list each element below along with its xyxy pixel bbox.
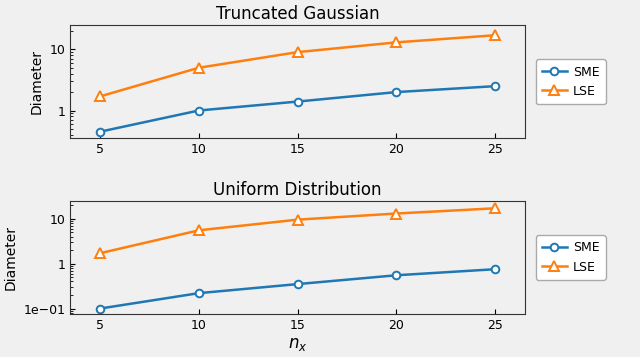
LSE — [492, 206, 499, 210]
SME — [195, 291, 203, 295]
Y-axis label: Diameter: Diameter — [30, 49, 44, 114]
LSE — [195, 228, 203, 232]
Y-axis label: Diameter: Diameter — [4, 225, 18, 290]
Line: LSE: LSE — [95, 31, 500, 101]
LSE — [294, 50, 301, 54]
SME — [492, 84, 499, 88]
Title: Truncated Gaussian: Truncated Gaussian — [216, 5, 380, 24]
Legend: SME, LSE: SME, LSE — [536, 235, 606, 280]
Legend: SME, LSE: SME, LSE — [536, 59, 606, 104]
SME — [392, 273, 400, 277]
Title: Uniform Distribution: Uniform Distribution — [213, 181, 382, 199]
Line: LSE: LSE — [95, 204, 500, 258]
X-axis label: $n_x$: $n_x$ — [288, 335, 307, 353]
LSE — [195, 66, 203, 70]
SME — [392, 90, 400, 94]
LSE — [392, 40, 400, 45]
LSE — [96, 251, 104, 255]
LSE — [392, 211, 400, 216]
LSE — [492, 33, 499, 37]
LSE — [294, 217, 301, 222]
Line: SME: SME — [96, 265, 499, 312]
SME — [294, 282, 301, 286]
SME — [96, 306, 104, 311]
SME — [492, 267, 499, 271]
LSE — [96, 94, 104, 99]
SME — [294, 99, 301, 104]
SME — [96, 130, 104, 134]
Line: SME: SME — [96, 82, 499, 136]
SME — [195, 109, 203, 113]
